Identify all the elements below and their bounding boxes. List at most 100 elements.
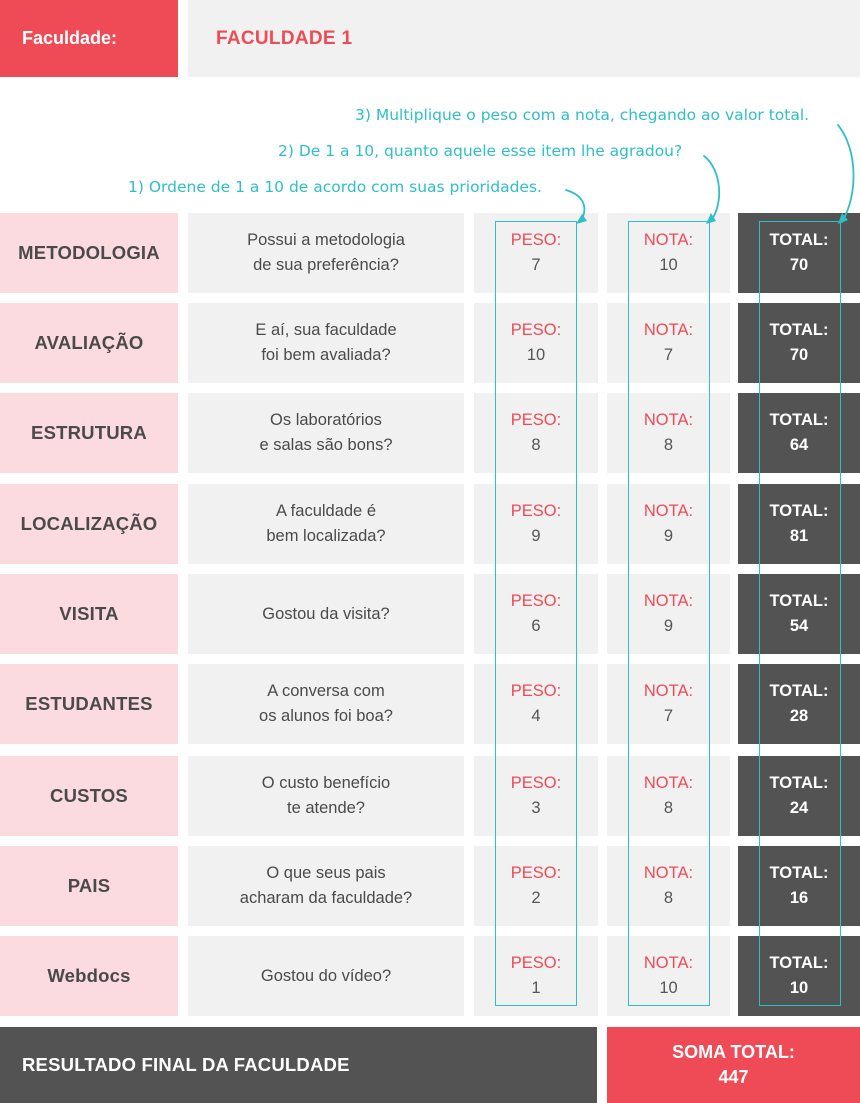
total-value: 16 [789, 889, 809, 907]
peso-label: PESO: [510, 864, 562, 882]
peso-label: PESO: [510, 774, 562, 792]
total-label: TOTAL: [769, 411, 829, 429]
total-cell: TOTAL: 16 [738, 846, 860, 926]
question-line-2: os alunos foi boa? [259, 707, 393, 725]
nota-value: 8 [663, 436, 674, 454]
peso-cell: PESO: 7 [474, 213, 598, 293]
question-cell: A faculdade é bem localizada? [188, 484, 464, 564]
total-label: TOTAL: [769, 321, 829, 339]
question-cell: Os laboratórios e salas são bons? [188, 393, 464, 473]
peso-cell: PESO: 10 [474, 303, 598, 383]
nota-value: 7 [663, 346, 674, 364]
final-total-value: 447 [718, 1067, 749, 1087]
nota-label: NOTA: [643, 954, 694, 972]
table-row: PAIS O que seus pais acharam da faculdade… [0, 846, 860, 926]
total-cell: TOTAL: 54 [738, 574, 860, 654]
category-label: ESTRUTURA [0, 393, 178, 473]
question-cell: Gostou do vídeo? [188, 936, 464, 1016]
peso-cell: PESO: 6 [474, 574, 598, 654]
total-cell: TOTAL: 64 [738, 393, 860, 473]
question-line-1: A conversa com [267, 682, 385, 700]
total-label: TOTAL: [769, 864, 829, 882]
total-value: 54 [789, 617, 809, 635]
table-row: VISITA Gostou da visita? PESO: 6 NOTA: 9… [0, 574, 860, 654]
category-label: AVALIAÇÃO [0, 303, 178, 383]
question-line-1: Os laboratórios [270, 411, 382, 429]
total-value: 81 [789, 527, 809, 545]
peso-value: 8 [531, 436, 541, 454]
question-cell: O custo benefício te atende? [188, 756, 464, 836]
question-line-2: bem localizada? [266, 527, 386, 545]
instruction-2: 2) De 1 a 10, quanto aquele esse item lh… [278, 142, 683, 160]
peso-label: PESO: [510, 682, 562, 700]
faculdade-label: Faculdade: [0, 0, 178, 77]
nota-cell: NOTA: 9 [607, 574, 730, 654]
peso-value: 3 [531, 799, 541, 817]
total-cell: TOTAL: 28 [738, 664, 860, 744]
question-line-1: O que seus pais [266, 864, 386, 882]
question-line-1: O custo benefício [261, 774, 391, 792]
nota-value: 10 [659, 979, 678, 997]
final-result-label: RESULTADO FINAL DA FACULDADE [0, 1027, 597, 1103]
nota-cell: NOTA: 10 [607, 936, 730, 1016]
total-value: 70 [789, 256, 809, 274]
question-line-1: Gostou do vídeo? [260, 966, 392, 985]
total-label: TOTAL: [769, 774, 829, 792]
peso-value: 4 [531, 707, 541, 725]
nota-cell: NOTA: 7 [607, 664, 730, 744]
total-value: 64 [789, 436, 809, 454]
question-cell: E aí, sua faculdade foi bem avaliada? [188, 303, 464, 383]
peso-value: 7 [531, 256, 541, 274]
table-row: CUSTOS O custo benefício te atende? PESO:… [0, 756, 860, 836]
peso-value: 10 [526, 346, 546, 364]
nota-cell: NOTA: 8 [607, 846, 730, 926]
category-label: PAIS [0, 846, 178, 926]
question-cell: Gostou da visita? [188, 574, 464, 654]
peso-label: PESO: [510, 954, 562, 972]
question-line-1: E aí, sua faculdade [255, 321, 397, 339]
peso-label: PESO: [510, 502, 562, 520]
peso-cell: PESO: 8 [474, 393, 598, 473]
nota-cell: NOTA: 8 [607, 756, 730, 836]
peso-label: PESO: [510, 592, 562, 610]
nota-value: 8 [663, 889, 674, 907]
peso-cell: PESO: 1 [474, 936, 598, 1016]
category-label: METODOLOGIA [0, 213, 178, 293]
category-label: LOCALIZAÇÃO [0, 484, 178, 564]
final-total-box: SOMA TOTAL: 447 [607, 1027, 860, 1103]
peso-cell: PESO: 4 [474, 664, 598, 744]
faculdade-name: FACULDADE 1 [188, 0, 860, 77]
peso-cell: PESO: 2 [474, 846, 598, 926]
peso-cell: PESO: 3 [474, 756, 598, 836]
nota-label: NOTA: [643, 864, 694, 882]
question-line-1: A faculdade é [276, 502, 376, 520]
question-line-1: Possui a metodologia [247, 231, 405, 249]
instruction-arrows [565, 124, 855, 224]
arrow-3-icon [837, 124, 855, 223]
final-total-label: SOMA TOTAL: [672, 1042, 795, 1062]
peso-cell: PESO: 9 [474, 484, 598, 564]
total-label: TOTAL: [769, 231, 829, 249]
total-cell: TOTAL: 81 [738, 484, 860, 564]
category-label: CUSTOS [0, 756, 178, 836]
nota-label: NOTA: [643, 502, 694, 520]
table-row: ESTRUTURA Os laboratórios e salas são bon… [0, 393, 860, 473]
nota-label: NOTA: [643, 592, 694, 610]
question-line-2: de sua preferência? [253, 256, 399, 274]
question-line-2: acharam da faculdade? [239, 889, 413, 907]
total-value: 24 [789, 799, 809, 817]
question-line-2: te atende? [287, 799, 365, 817]
nota-label: NOTA: [643, 682, 694, 700]
total-label: TOTAL: [769, 682, 829, 700]
table-row: METODOLOGIA Possui a metodologia de sua p… [0, 213, 860, 293]
peso-label: PESO: [510, 231, 562, 249]
total-value: 28 [789, 707, 809, 725]
category-label: VISITA [0, 574, 178, 654]
total-cell: TOTAL: 10 [738, 936, 860, 1016]
question-cell: A conversa com os alunos foi boa? [188, 664, 464, 744]
question-line-2: e salas são bons? [259, 436, 393, 454]
question-line-1: Gostou da visita? [262, 604, 390, 623]
total-cell: TOTAL: 70 [738, 213, 860, 293]
nota-value: 10 [659, 256, 678, 274]
peso-value: 9 [531, 527, 541, 545]
